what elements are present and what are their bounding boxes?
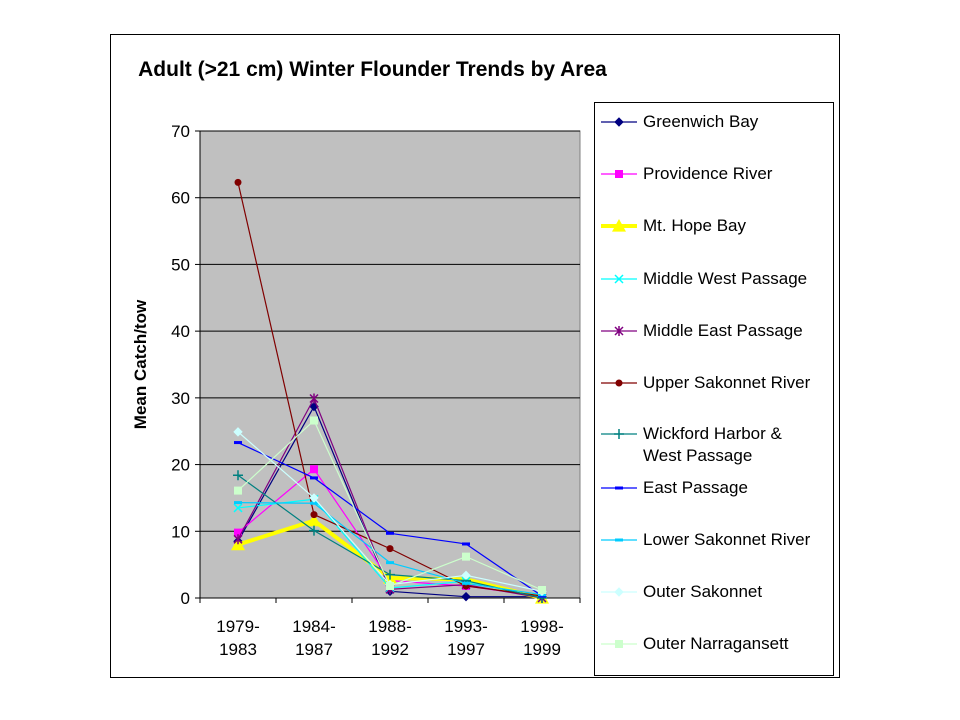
data-point — [233, 534, 243, 545]
data-point — [234, 486, 242, 495]
data-point — [309, 393, 319, 404]
legend-swatch — [601, 486, 637, 490]
data-point — [307, 513, 321, 527]
legend-marker — [614, 429, 624, 439]
data-point — [462, 542, 470, 546]
x-tick-label: 1998-1999 — [520, 617, 563, 659]
data-point — [234, 178, 242, 186]
data-point — [310, 476, 318, 480]
legend-swatch — [601, 640, 637, 648]
data-point — [234, 441, 242, 445]
data-point — [461, 570, 471, 581]
data-point — [310, 465, 318, 474]
x-tick-label: 1988-1992 — [368, 617, 411, 659]
legend-marker — [614, 117, 624, 127]
series-11 — [234, 416, 546, 594]
y-tick-label: 20 — [171, 456, 190, 475]
series-7 — [233, 470, 547, 603]
legend-marker — [615, 170, 623, 178]
y-tick-label: 40 — [171, 322, 190, 341]
legend-label: Outer Narragansett — [643, 634, 789, 653]
data-point — [386, 581, 394, 590]
y-axis-title: Mean Catch/tow — [131, 299, 150, 429]
data-point — [538, 585, 546, 594]
data-point — [310, 416, 318, 425]
data-point — [310, 501, 318, 505]
data-point — [386, 531, 394, 535]
x-tick-label: 1993-1997 — [444, 617, 487, 659]
data-point — [386, 561, 394, 565]
chart-legend: Greenwich Bay Providence River Mt. Hope Ba… — [594, 102, 834, 676]
legend-marker — [614, 274, 624, 284]
legend-label: Middle East Passage — [643, 321, 803, 340]
legend-swatch — [601, 538, 637, 542]
legend-swatch — [601, 587, 637, 597]
legend-marker — [614, 587, 624, 597]
legend-swatch — [601, 326, 637, 336]
legend-swatch — [601, 429, 637, 439]
chart-title: Adult (>21 cm) Winter Flounder Trends by… — [138, 58, 607, 81]
x-tick-label: 1984-1987 — [292, 617, 335, 659]
legend-label: Lower Sakonnet River — [643, 530, 811, 549]
legend-label: Mt. Hope Bay — [643, 216, 746, 235]
data-point — [385, 569, 395, 580]
legend-marker — [615, 486, 623, 490]
y-tick-label: 70 — [171, 122, 190, 141]
legend-label: Greenwich Bay — [643, 112, 759, 131]
legend-label: Wickford Harbor & West Passage — [643, 424, 782, 465]
data-point — [386, 545, 394, 553]
legend-marker — [614, 326, 624, 336]
data-point — [461, 591, 471, 602]
data-point — [233, 470, 243, 481]
legend-label: Middle West Passage — [643, 269, 808, 288]
legend-marker — [615, 640, 623, 648]
legend-label: Providence River — [643, 164, 773, 183]
legend-label: East Passage — [643, 478, 748, 497]
legend-swatch — [601, 170, 637, 178]
legend-marker — [615, 379, 623, 387]
legend-marker — [615, 538, 623, 542]
data-point — [234, 528, 242, 537]
data-point — [309, 493, 319, 503]
legend-marker — [612, 219, 626, 232]
data-point — [233, 503, 243, 513]
x-tick-label: 1979-1983 — [216, 617, 259, 659]
y-tick-label: 30 — [171, 389, 190, 408]
data-point — [233, 427, 243, 437]
y-tick-label: 50 — [171, 255, 190, 274]
data-point — [309, 525, 319, 536]
legend-swatch — [601, 274, 637, 284]
y-tick-label: 0 — [181, 589, 190, 608]
plot-area — [199, 130, 581, 599]
legend-swatch — [601, 379, 637, 387]
legend-swatch — [601, 219, 637, 232]
data-point — [310, 511, 318, 519]
y-tick-label: 10 — [171, 522, 190, 541]
legend-swatch — [601, 117, 637, 127]
y-tick-label: 60 — [171, 189, 190, 208]
data-point — [234, 501, 242, 505]
data-point — [462, 552, 470, 561]
legend-label: Outer Sakonnet — [643, 582, 763, 601]
data-point — [462, 581, 470, 585]
legend-label: Upper Sakonnet River — [643, 373, 811, 392]
